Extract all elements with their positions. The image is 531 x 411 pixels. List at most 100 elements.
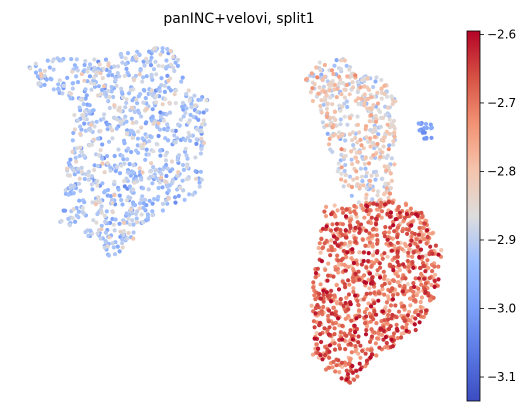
scatter-point <box>323 367 329 372</box>
scatter-point <box>117 74 122 79</box>
scatter-point <box>108 194 113 199</box>
scatter-point <box>356 308 362 313</box>
scatter-point <box>87 143 92 148</box>
scatter-point <box>204 108 209 113</box>
scatter-point <box>418 247 424 252</box>
scatter-point <box>185 165 190 170</box>
scatter-point <box>313 271 319 276</box>
scatter-point <box>413 316 418 321</box>
scatter-point <box>363 196 369 201</box>
scatter-point <box>356 200 361 205</box>
scatter-point <box>347 92 352 97</box>
scatter-point <box>391 98 396 103</box>
scatter-point <box>78 97 83 102</box>
scatter-point <box>311 319 316 324</box>
scatter-point <box>338 67 344 72</box>
scatter-point <box>95 93 101 98</box>
scatter-point <box>326 273 331 278</box>
scatter-point <box>44 77 49 82</box>
scatter-point <box>192 93 197 98</box>
scatter-point <box>311 285 316 290</box>
scatter-point <box>315 75 320 80</box>
scatter-point <box>327 343 333 348</box>
scatter-point <box>147 139 152 144</box>
scatter-point <box>82 109 88 114</box>
scatter-point <box>165 46 170 52</box>
scatter-point <box>364 135 369 140</box>
scatter-point <box>318 320 323 325</box>
scatter-point <box>367 271 372 276</box>
scatter-point <box>399 301 404 306</box>
scatter-point <box>364 358 370 363</box>
scatter-point <box>347 67 352 72</box>
scatter-point <box>358 137 363 142</box>
scatter-point <box>197 184 202 189</box>
scatter-point <box>59 58 64 63</box>
scatter-point <box>335 243 340 248</box>
scatter-point <box>381 231 387 236</box>
scatter-point <box>166 85 171 90</box>
scatter-point <box>356 340 361 345</box>
scatter-point <box>50 59 55 64</box>
scatter-point <box>416 286 421 291</box>
scatter-point <box>382 202 388 207</box>
scatter-point <box>105 244 110 249</box>
scatter-point <box>86 173 91 178</box>
scatter-point <box>363 166 368 171</box>
scatter-point <box>48 76 53 81</box>
scatter-point <box>160 201 166 206</box>
scatter-point <box>340 104 345 109</box>
scatter-point <box>409 234 414 239</box>
scatter-point <box>179 79 184 84</box>
scatter-point <box>169 159 175 164</box>
scatter-point <box>126 216 131 221</box>
scatter-point <box>154 93 159 99</box>
scatter-point <box>109 89 114 94</box>
scatter-point <box>352 209 357 214</box>
scatter-point <box>368 136 373 141</box>
scatter-point <box>382 83 387 88</box>
scatter-point <box>102 84 107 89</box>
scatter-point <box>165 73 170 78</box>
scatter-point <box>123 105 128 110</box>
scatter-point <box>124 66 129 71</box>
scatter-point <box>176 193 181 199</box>
scatter-point <box>131 222 136 227</box>
scatter-point <box>365 204 370 209</box>
scatter-point <box>391 278 396 283</box>
scatter-point <box>406 264 411 270</box>
scatter-point <box>364 314 369 319</box>
scatter-point <box>120 245 125 250</box>
scatter-point <box>336 161 341 166</box>
scatter-point <box>341 303 346 309</box>
scatter-point <box>66 192 71 197</box>
scatter-point <box>396 263 401 268</box>
scatter-point <box>68 157 73 162</box>
scatter-point <box>407 269 412 274</box>
scatter-point <box>416 232 421 237</box>
scatter-point <box>321 299 326 304</box>
scatter-point <box>351 286 356 291</box>
scatter-point <box>352 323 357 328</box>
scatter-point <box>407 309 412 314</box>
scatter-point <box>137 201 143 206</box>
scatter-point <box>385 237 390 242</box>
scatter-point <box>197 180 202 185</box>
scatter-point <box>161 118 167 123</box>
scatter-point <box>343 300 348 306</box>
scatter-point <box>91 218 96 223</box>
scatter-point <box>360 179 365 184</box>
scatter-point <box>100 142 105 147</box>
scatter-point <box>357 361 362 366</box>
scatter-point <box>157 89 163 94</box>
scatter-point <box>382 274 387 279</box>
scatter-point <box>101 116 106 121</box>
scatter-point <box>100 181 105 186</box>
scatter-point <box>343 347 348 352</box>
scatter-point <box>379 332 384 337</box>
scatter-point <box>408 206 413 211</box>
scatter-point <box>338 297 343 302</box>
scatter-point <box>384 241 389 246</box>
scatter-point <box>335 301 340 306</box>
scatter-point <box>410 254 415 259</box>
